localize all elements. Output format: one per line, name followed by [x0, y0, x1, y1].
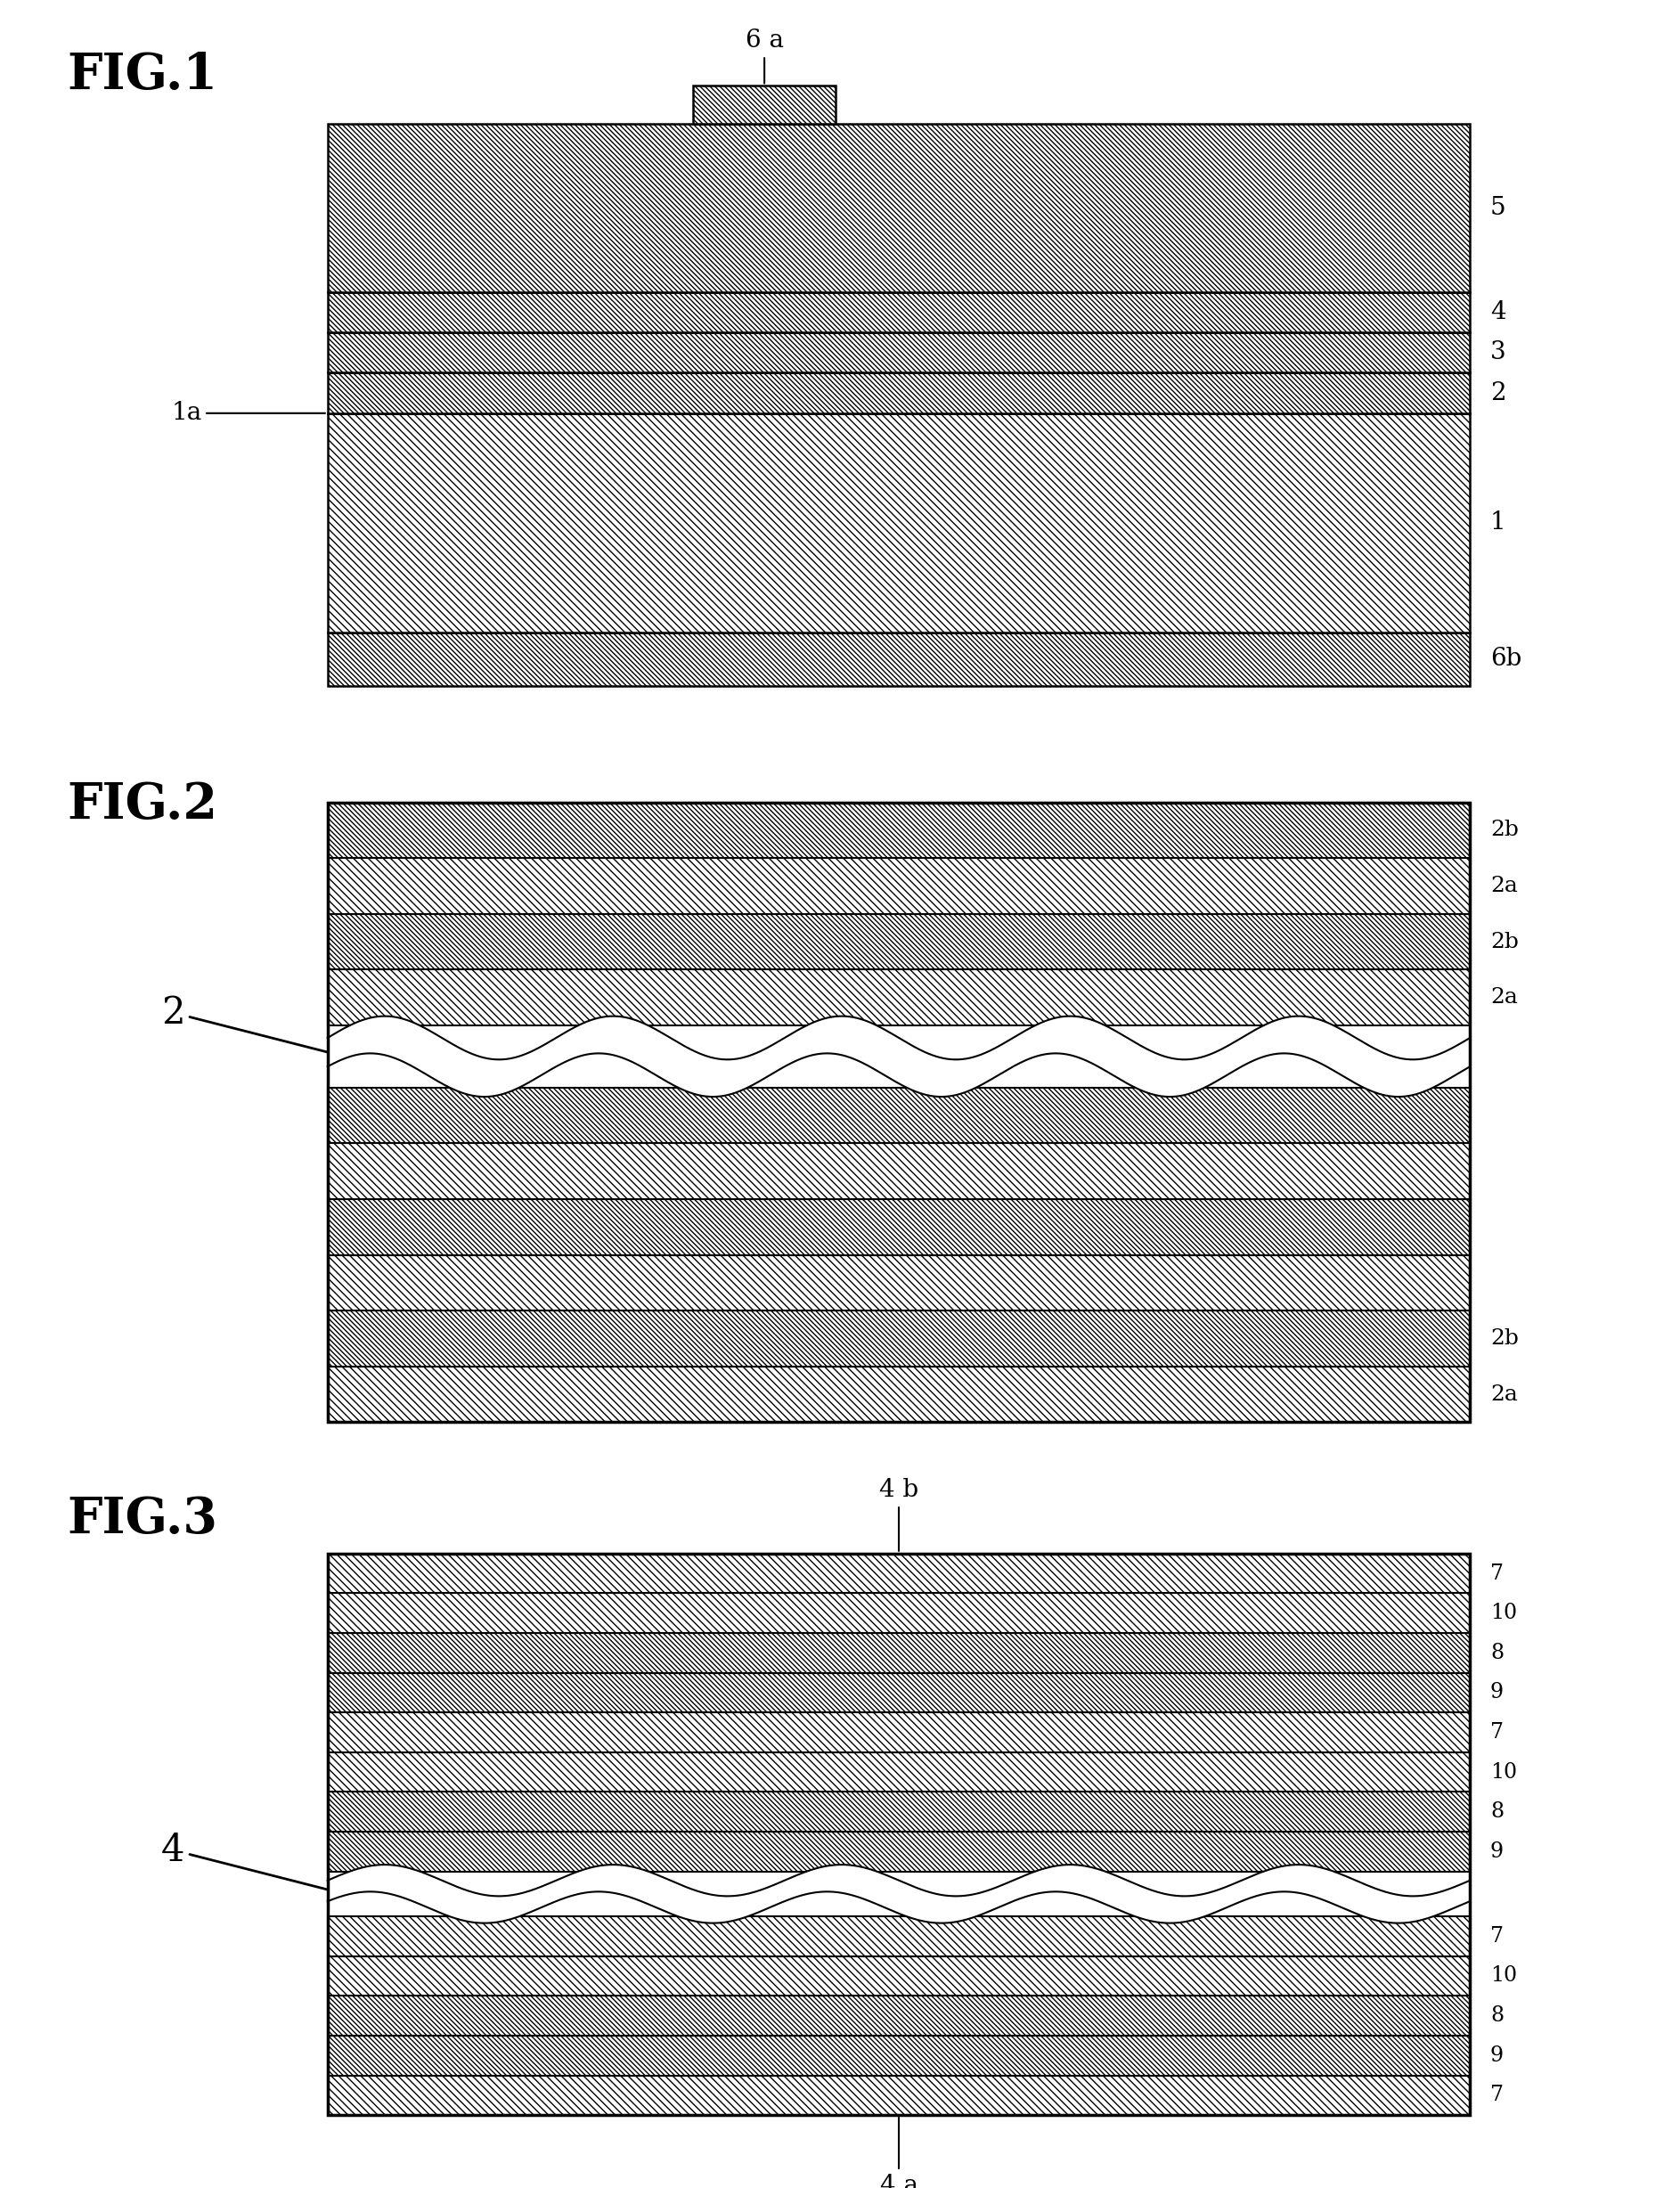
Bar: [328, 1713, 1470, 1753]
Bar: [328, 1956, 1470, 1995]
Text: 9: 9: [1490, 2046, 1504, 2065]
Text: 4 a: 4 a: [880, 2118, 917, 2188]
Bar: [328, 803, 1470, 858]
Bar: [328, 1995, 1470, 2035]
Text: 2b: 2b: [1490, 932, 1519, 952]
Bar: [328, 372, 1470, 414]
Bar: [328, 969, 1470, 1026]
Bar: [328, 1593, 1470, 1632]
Text: 8: 8: [1490, 1801, 1504, 1823]
Text: 2a: 2a: [1490, 875, 1517, 897]
Bar: [328, 333, 1470, 372]
Text: 8: 8: [1490, 2006, 1504, 2026]
Text: FIG.1: FIG.1: [67, 50, 218, 101]
Text: 4 b: 4 b: [879, 1479, 919, 1551]
Bar: [328, 915, 1470, 969]
Bar: [328, 632, 1470, 685]
Text: 1a: 1a: [171, 400, 326, 424]
Text: 2a: 2a: [1490, 987, 1517, 1009]
Text: 2b: 2b: [1490, 1328, 1519, 1348]
Text: 10: 10: [1490, 1604, 1517, 1623]
Bar: [328, 1753, 1470, 1792]
Text: 10: 10: [1490, 1761, 1517, 1783]
Text: 6b: 6b: [1490, 648, 1522, 672]
Text: 9: 9: [1490, 1842, 1504, 1862]
Bar: [328, 803, 1470, 1422]
Text: 3: 3: [1490, 341, 1505, 365]
Text: 1: 1: [1490, 510, 1505, 534]
Text: 9: 9: [1490, 1683, 1504, 1702]
Bar: [328, 1142, 1470, 1199]
Text: 6 a: 6 a: [746, 28, 783, 83]
Text: 7: 7: [1490, 1562, 1504, 1584]
Bar: [694, 85, 837, 125]
Bar: [328, 858, 1470, 915]
Bar: [328, 2035, 1470, 2076]
Text: 4: 4: [1490, 300, 1505, 324]
Text: 4: 4: [161, 1831, 339, 1895]
Bar: [328, 414, 1470, 632]
Text: 7: 7: [1490, 2085, 1504, 2105]
Bar: [328, 2076, 1470, 2116]
Bar: [328, 1831, 1470, 1871]
Bar: [328, 1632, 1470, 1672]
Bar: [328, 1672, 1470, 1713]
Bar: [328, 1365, 1470, 1422]
Text: FIG.2: FIG.2: [67, 781, 218, 829]
Bar: [328, 1553, 1470, 1593]
Text: 2: 2: [161, 993, 339, 1057]
Bar: [328, 1087, 1470, 1142]
Text: FIG.3: FIG.3: [67, 1494, 218, 1545]
Bar: [328, 125, 1470, 291]
Bar: [328, 1199, 1470, 1256]
Text: 7: 7: [1490, 1722, 1504, 1742]
Text: 7: 7: [1490, 1925, 1504, 1947]
Text: 2b: 2b: [1490, 820, 1519, 840]
Bar: [328, 291, 1470, 333]
Text: 8: 8: [1490, 1643, 1504, 1663]
Bar: [328, 1792, 1470, 1831]
Text: 2a: 2a: [1490, 1385, 1517, 1405]
Text: 2: 2: [1490, 381, 1505, 405]
Text: 10: 10: [1490, 1965, 1517, 1987]
Bar: [328, 1553, 1470, 2116]
Text: 5: 5: [1490, 197, 1505, 221]
Bar: [328, 1311, 1470, 1365]
Bar: [328, 1917, 1470, 1956]
Bar: [328, 1256, 1470, 1311]
